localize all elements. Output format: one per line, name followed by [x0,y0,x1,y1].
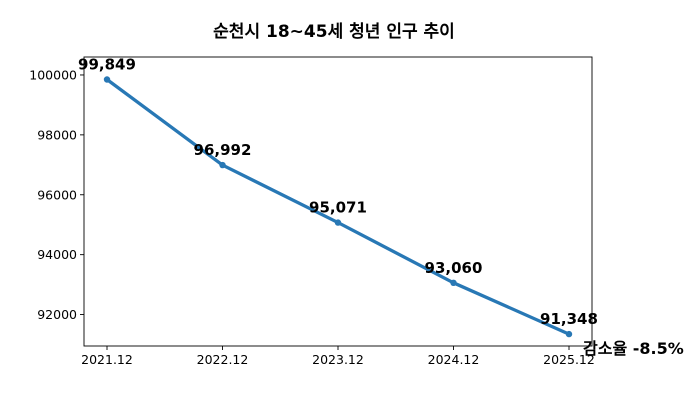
x-tick-label: 2024.12 [428,352,480,367]
series-layer [103,76,573,338]
y-tick-label: 96000 [37,187,77,202]
x-axis: 2021.12 2022.12 2023.12 2024.12 2025.12 [81,346,595,367]
x-tick-label: 2021.12 [81,352,133,367]
data-label: 95,071 [309,199,367,217]
decrease-rate-annotation: 감소율 -8.5% [583,339,684,358]
x-tick-label: 2023.12 [312,352,364,367]
data-point [103,76,111,83]
data-label: 99,849 [78,55,136,73]
y-tick-label: 98000 [37,127,77,142]
y-axis: 92000 94000 96000 98000 100000 [29,67,84,322]
data-labels: 99,849 96,992 95,071 93,060 91,348 [78,55,598,328]
data-label: 96,992 [194,141,252,159]
chart-title: 순천시 18~45세 청년 인구 추이 [213,21,455,42]
x-tick-label: 2022.12 [197,352,249,367]
y-tick-label: 100000 [29,67,77,82]
data-point [565,330,573,338]
x-tick-label: 2025.12 [543,352,595,367]
data-point [450,279,457,287]
data-point [334,219,342,226]
y-tick-label: 94000 [37,247,77,262]
data-point [219,161,226,169]
data-label: 93,060 [425,259,483,277]
y-tick-label: 92000 [37,307,77,322]
data-label: 91,348 [540,310,598,328]
